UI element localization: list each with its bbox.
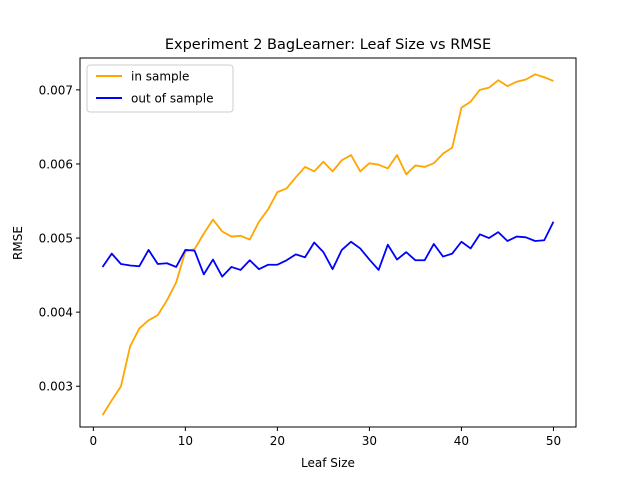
y-axis-label: RMSE — [11, 226, 25, 260]
y-axis: 0.003 0.004 0.005 0.006 0.007 — [39, 83, 80, 394]
y-tick-label: 0.007 — [39, 83, 73, 97]
y-tick-label: 0.004 — [39, 306, 73, 320]
y-tick-label: 0.003 — [39, 380, 73, 394]
legend-label-out-of-sample: out of sample — [131, 92, 213, 106]
legend: in sample out of sample — [86, 64, 234, 113]
legend-label-in-sample: in sample — [131, 70, 189, 84]
chart-title: Experiment 2 BagLearner: Leaf Size vs RM… — [165, 37, 491, 53]
series-line-out-of-sample — [101, 221, 555, 278]
x-tick-label: 40 — [454, 434, 469, 448]
x-tick-label: 30 — [362, 434, 377, 448]
x-tick-label: 20 — [270, 434, 285, 448]
x-axis: 0 10 20 30 40 50 — [90, 427, 561, 448]
y-tick-label: 0.006 — [39, 157, 73, 171]
axes-frame — [79, 57, 577, 428]
x-tick-label: 0 — [90, 434, 98, 448]
x-tick-label: 10 — [178, 434, 193, 448]
x-tick-label: 50 — [546, 434, 561, 448]
series-line-in-sample — [101, 73, 554, 416]
legend-box — [86, 64, 234, 113]
y-tick-label: 0.005 — [39, 232, 73, 246]
x-axis-label: Leaf Size — [301, 456, 355, 470]
plot-area — [101, 73, 555, 416]
